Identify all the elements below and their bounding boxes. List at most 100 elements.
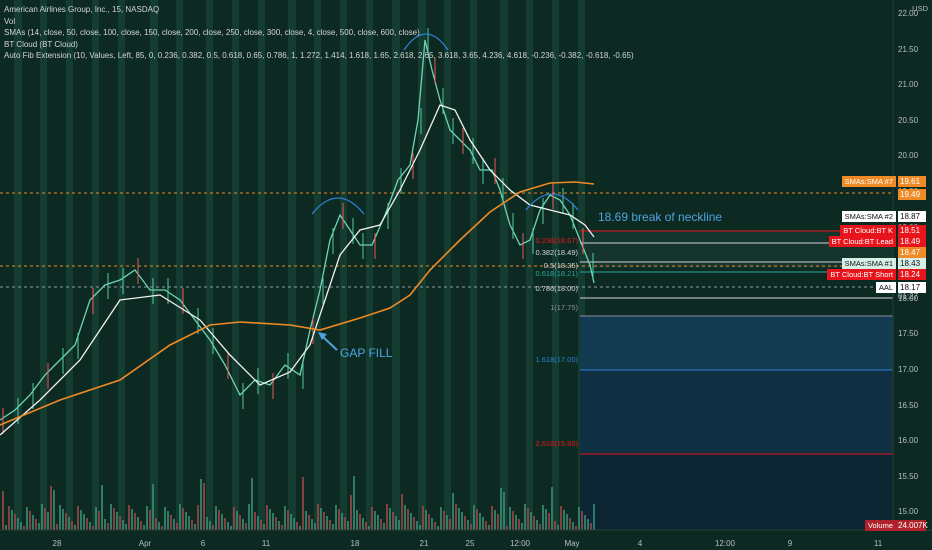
volume-bar	[158, 522, 160, 530]
volume-bar	[77, 506, 79, 530]
volume-bar	[488, 525, 490, 530]
volume-bar	[278, 521, 280, 530]
volume-bar	[416, 521, 418, 530]
volume-bar	[149, 510, 151, 530]
y-axis-tick-label: 20.50	[898, 115, 919, 125]
fib-level-label: 0.236(18.67)	[535, 236, 578, 245]
volume-bar	[482, 517, 484, 530]
y-axis-tick-label: 18.00	[898, 293, 919, 303]
volume-bar	[137, 517, 139, 530]
volume-bar	[47, 512, 49, 530]
price-tag-value: 18.49	[898, 236, 926, 247]
volume-bar	[317, 504, 319, 530]
session-band	[176, 0, 183, 530]
volume-bar	[308, 515, 310, 530]
volume-bar	[110, 504, 112, 530]
volume-indicator-label[interactable]: Vol	[4, 16, 16, 26]
session-band	[526, 0, 533, 530]
volume-bar	[413, 517, 415, 530]
y-axis-tick-label: 17.50	[898, 329, 919, 339]
volume-bar	[473, 505, 475, 530]
volume-bar	[566, 514, 568, 530]
volume-bar	[2, 491, 4, 530]
volume-bar	[386, 504, 388, 530]
volume-bar	[575, 526, 577, 530]
volume-bar	[377, 515, 379, 530]
volume-bar	[347, 521, 349, 530]
volume-bar	[98, 511, 100, 530]
volume-bar	[224, 518, 226, 530]
price-tag-label: SMAs:SMA #2	[841, 211, 896, 222]
volume-bar	[503, 492, 505, 530]
volume-bar	[134, 513, 136, 530]
volume-bar	[374, 511, 376, 530]
volume-bar	[242, 519, 244, 530]
fib-extension-indicator-label[interactable]: Auto Fib Extension (10, Values, Left, 85…	[4, 51, 634, 61]
volume-bar	[254, 512, 256, 530]
volume-bar	[518, 519, 520, 530]
volume-bar	[200, 479, 202, 530]
price-tag-label: AAL	[875, 282, 896, 293]
volume-bar	[143, 525, 145, 530]
volume-bar	[8, 506, 10, 530]
volume-bar	[572, 522, 574, 530]
session-band	[314, 0, 321, 530]
fib-level-label: 0.5(18.35)	[543, 261, 578, 270]
x-axis-tick-label: 12:00	[509, 539, 531, 548]
volume-bar	[578, 507, 580, 530]
session-band	[418, 0, 426, 530]
session-band	[118, 0, 125, 530]
volume-bar	[212, 525, 214, 530]
volume-bar	[44, 508, 46, 530]
session-band	[150, 0, 158, 530]
volume-bar	[173, 519, 175, 530]
volume-bar	[524, 504, 526, 530]
neckline-annotation: 18.69 break of neckline	[598, 210, 723, 224]
volume-bar	[185, 512, 187, 530]
session-band	[92, 0, 99, 530]
volume-bar	[305, 511, 307, 530]
fib-level-label: 1(17.75)	[550, 303, 578, 312]
volume-bar	[470, 524, 472, 530]
currency-label: USD	[912, 4, 928, 13]
volume-bar	[410, 513, 412, 530]
volume-bar	[131, 509, 133, 530]
volume-bar	[419, 525, 421, 530]
y-axis-tick-label: 21.00	[898, 80, 919, 90]
sma-indicator-label[interactable]: SMAs (14, close, 50, close, 100, close, …	[4, 28, 420, 38]
volume-bar	[215, 506, 217, 530]
volume-bar	[239, 515, 241, 530]
volume-bar	[17, 518, 19, 530]
volume-bar	[380, 519, 382, 530]
volume-bar	[359, 514, 361, 530]
session-band	[14, 0, 22, 530]
volume-bar	[194, 524, 196, 530]
x-axis-tick-label: 25	[465, 539, 475, 548]
volume-bar	[299, 526, 301, 530]
y-axis-tick-label: 22.00	[898, 9, 919, 18]
fib-zone-upper	[580, 316, 893, 370]
volume-bar	[449, 519, 451, 530]
volume-bar	[467, 520, 469, 530]
volume-bar	[68, 517, 70, 530]
session-band	[258, 0, 265, 530]
y-axis-tick-label: 15.00	[898, 507, 919, 517]
volume-bar	[128, 505, 130, 530]
volume-bar	[251, 478, 253, 530]
volume-bar	[464, 516, 466, 530]
volume-bar	[344, 517, 346, 530]
volume-bar	[257, 516, 259, 530]
session-band	[552, 0, 559, 530]
session-band	[392, 0, 400, 530]
volume-bar	[461, 512, 463, 530]
symbol-title[interactable]: American Airlines Group, Inc., 15, NASDA…	[4, 5, 160, 14]
session-band	[340, 0, 347, 530]
volume-bar	[398, 520, 400, 530]
x-axis-tick-label: 11	[873, 539, 883, 548]
bt-cloud-indicator-label[interactable]: BT Cloud (BT Cloud)	[4, 39, 78, 49]
volume-bar	[323, 512, 325, 530]
volume-bar	[179, 504, 181, 530]
volume-bar	[509, 507, 511, 530]
price-tag-value: 18.51	[898, 225, 926, 236]
